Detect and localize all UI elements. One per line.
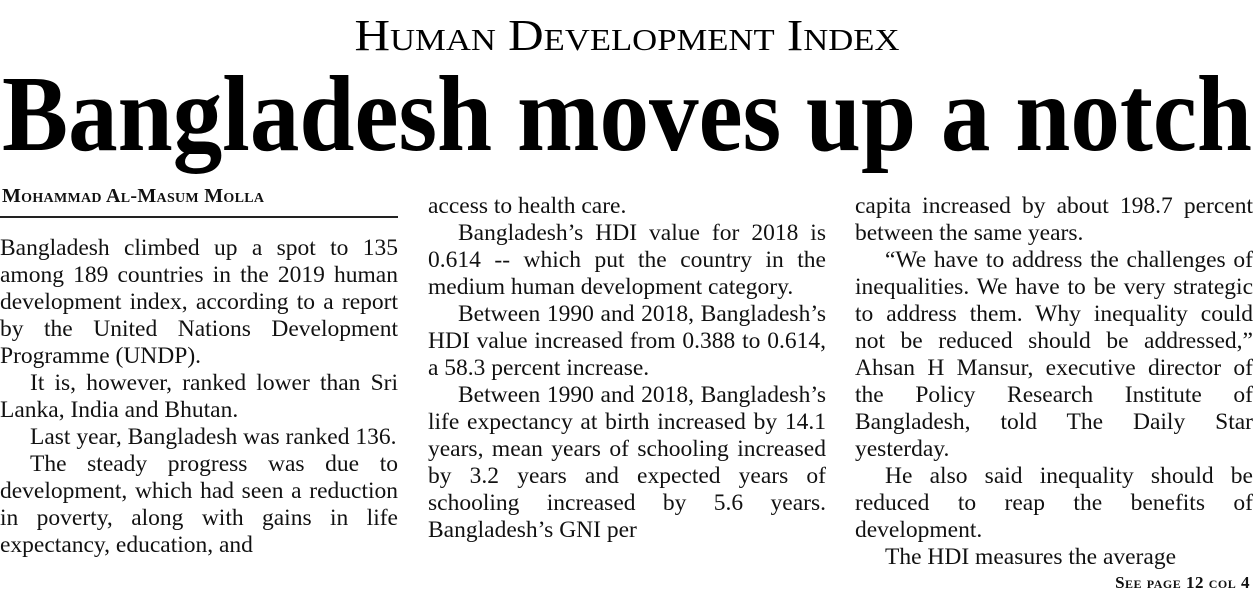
column: capita increased by about 198.7 percent … (855, 193, 1253, 571)
paragraph: He also said inequality should be reduce… (855, 463, 1253, 543)
kicker: Human Development Index (355, 11, 900, 60)
byline: Mohammad Al-Masum Molla (2, 185, 265, 207)
jump-line: See page 12 col 4 (1115, 573, 1250, 592)
paragraph: Bangladesh climbed up a spot to 135 amon… (0, 235, 398, 369)
paragraph: capita increased by about 198.7 percent … (855, 193, 1253, 246)
paragraph: Last year, Bangladesh was ranked 136. (30, 424, 397, 450)
paragraph: The HDI measures the average (885, 544, 1176, 570)
paragraph: access to health care. (428, 193, 627, 219)
column: access to health care. Bangladesh’s HDI v… (428, 193, 826, 605)
paragraph: Bangladesh’s HDI value for 2018 is 0.614… (428, 220, 826, 300)
headline: Bangladesh moves up a notch (2, 55, 1252, 174)
paragraph: Between 1990 and 2018, Bangladesh’s life… (428, 382, 826, 543)
paragraph: It is, however, ranked lower than Sri La… (0, 370, 398, 423)
paragraph: Between 1990 and 2018, Bangladesh’s HDI … (428, 301, 826, 381)
column: Bangladesh climbed up a spot to 135 amon… (0, 235, 398, 605)
byline-rule (0, 216, 398, 218)
header: Human Development Index Bangladesh moves… (2, 11, 1252, 174)
paragraph: “We have to address the challenges of in… (855, 247, 1253, 462)
paragraph: The steady progress was due to developme… (0, 451, 398, 558)
